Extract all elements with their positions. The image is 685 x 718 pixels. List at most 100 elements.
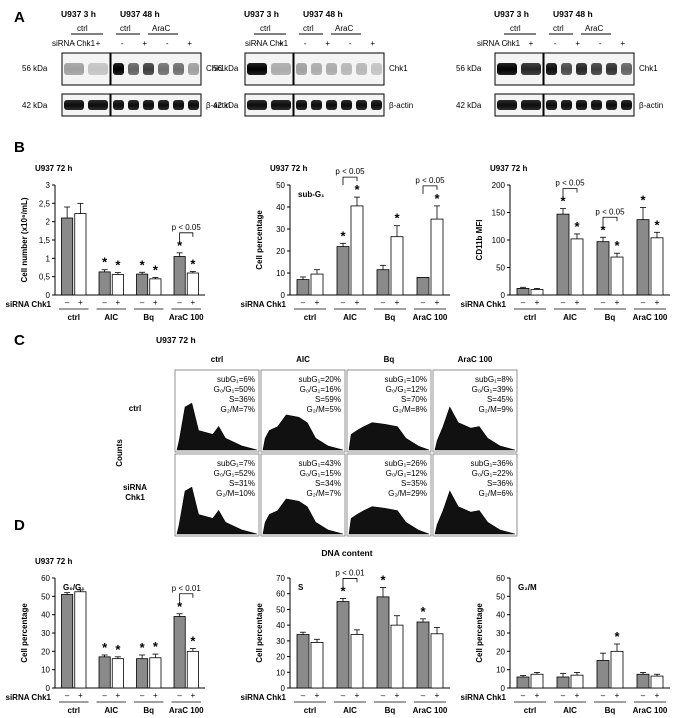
sirna-sign: + [78, 298, 83, 307]
sirna-sign: – [641, 691, 646, 700]
sirna-sign: – [177, 298, 182, 307]
bar [296, 279, 310, 296]
y-axis-label: CD11b MFI [475, 220, 484, 261]
sirna-sign: + [191, 691, 196, 700]
bar [111, 274, 124, 296]
bar [149, 657, 162, 689]
significance-star: * [340, 583, 346, 598]
y-tick-label: 30 [276, 225, 285, 234]
category-label: ctrl [68, 706, 80, 715]
sirna-sign: + [535, 298, 540, 307]
sirna-sign: – [421, 298, 426, 307]
bar [136, 273, 149, 296]
histogram [434, 406, 516, 451]
cytometry-row-label: ctrl [129, 404, 141, 413]
y-tick-label: 50 [41, 592, 50, 601]
significance-star: * [434, 191, 440, 206]
cell-cycle-stat: G₂/M=29% [388, 489, 427, 498]
band [591, 100, 602, 110]
blot-frame [61, 93, 111, 117]
sirna-sign: + [395, 691, 400, 700]
chart-title: U937 72 h [35, 164, 72, 173]
lane-sign: - [73, 39, 76, 48]
cell-cycle-stat: G₂/M=10% [216, 489, 255, 498]
cell-cycle-stat: G₀/G₁=39% [472, 385, 513, 394]
cell-cycle-stat: G₂/M=8% [393, 405, 427, 414]
ctrl-label: ctrl [510, 24, 521, 33]
cytometry-row-label: siRNA [123, 483, 147, 492]
sirna-sign: + [615, 691, 620, 700]
category-label: Bq [143, 706, 154, 715]
kda-56-label: 56 kDa [22, 64, 48, 73]
actin-label: β-actin [639, 101, 663, 110]
band [546, 63, 557, 75]
histogram [176, 402, 258, 451]
bar [111, 658, 124, 689]
band [158, 100, 169, 110]
bar [376, 269, 390, 296]
y-tick-label: 50 [496, 264, 505, 273]
band [371, 100, 382, 110]
significance-star: * [340, 228, 346, 243]
lane-sign: + [142, 39, 147, 48]
bar [336, 601, 350, 689]
lane-sign: + [279, 39, 284, 48]
category-label: AraC 100 [413, 706, 448, 715]
significance-star: * [190, 634, 196, 649]
sirna-sign: + [575, 298, 580, 307]
sirna-row-label: siRNA Chk1 [241, 693, 287, 702]
sirna-row-label: siRNA Chk1 [461, 300, 507, 309]
y-tick-label: 0,5 [39, 273, 51, 282]
significance-star: * [102, 255, 108, 270]
band [247, 100, 267, 110]
band [113, 100, 124, 110]
sirna-sign: + [575, 691, 580, 700]
blot-frame [244, 93, 294, 117]
y-tick-label: 60 [276, 590, 285, 599]
actin-label: β-actin [206, 101, 230, 110]
y-tick-label: 40 [496, 611, 505, 620]
ctrl-label: ctrl [120, 24, 131, 33]
chart-title: U937 72 h [35, 557, 72, 566]
y-tick-label: 0 [281, 684, 286, 693]
cell-cycle-stat: subG₁=26% [384, 459, 427, 468]
cell-cycle-stat: S=36% [487, 479, 513, 488]
significance-star: * [394, 211, 400, 226]
sirna-sign: + [355, 298, 360, 307]
y-tick-label: 50 [276, 181, 285, 190]
band [128, 63, 139, 75]
sirna-sign: – [65, 298, 70, 307]
cell-cycle-stat: G₂/M=9% [479, 405, 513, 414]
y-tick-label: 10 [276, 269, 285, 278]
cell-cycle-stat: G₀/G₁=12% [386, 385, 427, 394]
significance-star: * [640, 193, 646, 208]
cytometry-row-label: Chk1 [125, 493, 145, 502]
band [521, 63, 541, 75]
category-label: AIC [343, 706, 357, 715]
time-label-48h: U937 48 h [303, 9, 343, 19]
band [173, 100, 184, 110]
significance-star: * [614, 238, 620, 253]
category-label: AIC [563, 706, 577, 715]
sirna-sign: – [65, 691, 70, 700]
sirna-label: siRNA Chk1 [245, 39, 289, 48]
band [371, 63, 382, 75]
y-axis-label: Cell number (x10⁶/mL) [20, 197, 29, 282]
histogram [348, 506, 430, 535]
cytometry-column-label: ctrl [211, 355, 223, 364]
cell-cycle-stat: subG₁=7% [217, 459, 255, 468]
ctrl-label: ctrl [260, 24, 271, 33]
band [576, 63, 587, 75]
chk1-label: Chk1 [389, 64, 408, 73]
y-tick-label: 0 [501, 291, 506, 300]
band [88, 63, 108, 75]
kda-42-label: 42 kDa [22, 101, 48, 110]
lane-sign: + [529, 39, 534, 48]
sirna-sign: – [102, 691, 107, 700]
bar [530, 289, 544, 296]
histogram [262, 498, 344, 535]
time-label-3h: U937 3 h [244, 9, 279, 19]
band [621, 100, 632, 110]
blot-frame [543, 52, 635, 86]
